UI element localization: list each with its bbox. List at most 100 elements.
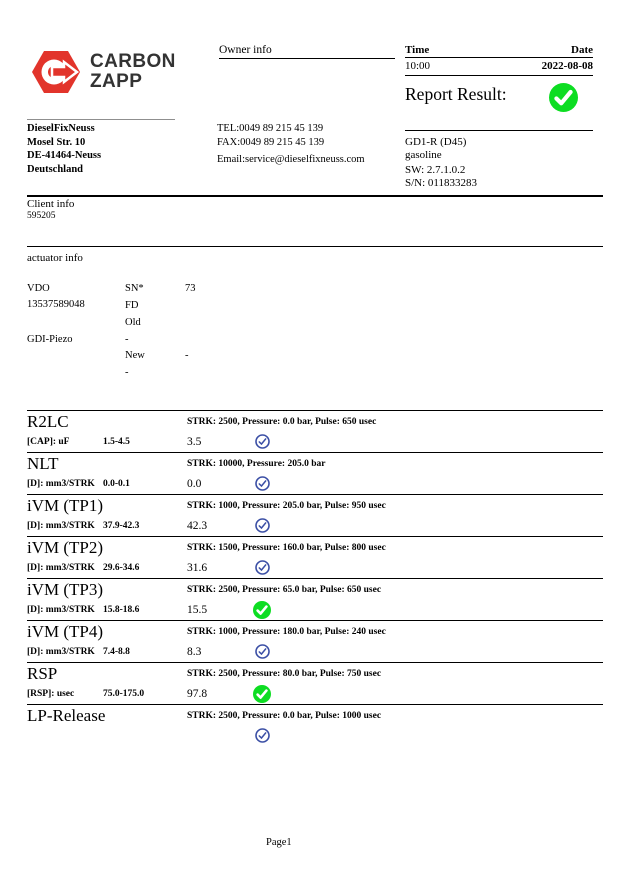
check-icon-blue bbox=[249, 560, 275, 575]
test-condition: STRK: 2500, Pressure: 0.0 bar, Pulse: 10… bbox=[187, 711, 382, 721]
owner-address: DieselFixNeuss Mosel Str. 10 DE-41464-Ne… bbox=[27, 122, 101, 176]
test-condition: STRK: 1000, Pressure: 205.0 bar, Pulse: … bbox=[187, 501, 386, 511]
test-row: iVM (TP4) STRK: 1000, Pressure: 180.0 bar… bbox=[27, 620, 603, 662]
owner-info-heading: Owner info bbox=[219, 44, 395, 59]
test-name: RSP bbox=[27, 664, 58, 683]
time-date-block: Time Date 10:00 2022-08-08 bbox=[405, 44, 593, 76]
actuator-extra-value: - bbox=[125, 367, 129, 378]
test-spec-range: 37.9-42.3 bbox=[103, 520, 140, 531]
check-icon-blue bbox=[249, 728, 275, 743]
test-spec-range: 0.0-0.1 bbox=[103, 478, 130, 489]
test-condition: STRK: 2500, Pressure: 65.0 bar, Pulse: 6… bbox=[187, 585, 382, 595]
actuator-new-label: New bbox=[125, 350, 145, 361]
check-icon-green bbox=[249, 684, 275, 703]
test-name: NLT bbox=[27, 454, 59, 473]
check-icon-blue bbox=[249, 518, 275, 533]
date-value: 2022-08-08 bbox=[541, 60, 593, 72]
time-value: 10:00 bbox=[405, 60, 431, 72]
device-divider bbox=[405, 130, 593, 131]
test-measured-value: 3.5 bbox=[187, 435, 202, 448]
carbon-zapp-logo-icon bbox=[32, 51, 80, 93]
test-spec-range: 7.4-8.8 bbox=[103, 646, 130, 657]
test-name: iVM (TP4) bbox=[27, 622, 104, 641]
test-table: R2LC STRK: 2500, Pressure: 0.0 bar, Pulse… bbox=[27, 410, 603, 746]
actuator-new-value: - bbox=[185, 350, 189, 361]
owner-country: Deutschland bbox=[27, 163, 84, 175]
actuator-part-number: 13537589048 bbox=[27, 299, 85, 310]
actuator-old-value: - bbox=[125, 334, 129, 345]
client-divider bbox=[27, 246, 603, 247]
logo-wordmark: CARBON ZAPP bbox=[90, 51, 176, 92]
check-icon-blue bbox=[249, 476, 275, 491]
test-row: iVM (TP1) STRK: 1000, Pressure: 205.0 bar… bbox=[27, 494, 603, 536]
date-label: Date bbox=[571, 44, 593, 56]
actuator-brand: VDO bbox=[27, 283, 50, 294]
test-condition: STRK: 1500, Pressure: 160.0 bar, Pulse: … bbox=[187, 543, 386, 553]
device-fuel: gasoline bbox=[405, 149, 442, 161]
test-row: RSP STRK: 2500, Pressure: 80.0 bar, Pulse… bbox=[27, 662, 603, 704]
actuator-old-label: Old bbox=[125, 317, 141, 328]
owner-street: Mosel Str. 10 bbox=[27, 136, 86, 148]
test-spec-range: 29.6-34.6 bbox=[103, 562, 140, 573]
owner-fax: FAX:0049 89 215 45 139 bbox=[217, 137, 325, 148]
carbon-zapp-logo: CARBON ZAPP bbox=[30, 46, 176, 98]
device-software: SW: 2.7.1.0.2 bbox=[405, 164, 466, 176]
test-measured-value: 15.5 bbox=[187, 603, 208, 616]
owner-contact: TEL:0049 89 215 45 139 FAX:0049 89 215 4… bbox=[217, 122, 365, 167]
test-condition: STRK: 1000, Pressure: 180.0 bar, Pulse: … bbox=[187, 627, 386, 637]
test-name: iVM (TP2) bbox=[27, 538, 104, 557]
test-row: R2LC STRK: 2500, Pressure: 0.0 bar, Pulse… bbox=[27, 410, 603, 452]
test-row: NLT STRK: 10000, Pressure: 205.0 bar [D]: … bbox=[27, 452, 603, 494]
test-parameter: [RSP]: usec bbox=[27, 688, 75, 699]
test-parameter: [D]: mm3/STRK bbox=[27, 604, 95, 615]
header-divider bbox=[27, 195, 603, 197]
owner-city: DE-41464-Neuss bbox=[27, 150, 102, 161]
actuator-info-heading: actuator info bbox=[27, 252, 83, 264]
page-number: Page1 bbox=[266, 837, 292, 848]
time-label: Time bbox=[405, 44, 430, 56]
test-spec-range: 15.8-18.6 bbox=[103, 604, 140, 615]
owner-tel: TEL:0049 89 215 45 139 bbox=[217, 123, 324, 134]
test-name: LP-Release bbox=[27, 706, 106, 725]
device-model: GD1-R (D45) bbox=[405, 136, 467, 148]
actuator-sn-label: SN* bbox=[125, 283, 144, 294]
check-icon-blue bbox=[249, 434, 275, 449]
test-measured-value: 42.3 bbox=[187, 519, 208, 532]
test-spec-range: 1.5-4.5 bbox=[103, 436, 130, 447]
device-serial: S/N: 011833283 bbox=[405, 177, 478, 189]
owner-name: DieselFixNeuss bbox=[27, 123, 95, 134]
test-parameter: [D]: mm3/STRK bbox=[27, 562, 95, 573]
test-name: iVM (TP3) bbox=[27, 580, 104, 599]
owner-divider bbox=[27, 119, 175, 120]
check-icon-blue bbox=[249, 644, 275, 659]
test-measured-value: 8.3 bbox=[187, 645, 202, 658]
test-row: iVM (TP2) STRK: 1500, Pressure: 160.0 bar… bbox=[27, 536, 603, 578]
test-condition: STRK: 10000, Pressure: 205.0 bar bbox=[187, 459, 326, 469]
actuator-type: GDI-Piezo bbox=[27, 334, 73, 345]
test-parameter: [D]: mm3/STRK bbox=[27, 646, 95, 657]
report-result-label: Report Result: bbox=[405, 84, 507, 104]
test-measured-value: 0.0 bbox=[187, 477, 202, 490]
test-parameter: [CAP]: uF bbox=[27, 436, 70, 447]
test-measured-value: 31.6 bbox=[187, 561, 208, 574]
owner-email: Email:service@dieselfixneuss.com bbox=[217, 154, 365, 165]
client-info: Client info 595205 bbox=[27, 198, 74, 221]
test-parameter: [D]: mm3/STRK bbox=[27, 520, 95, 531]
client-number: 595205 bbox=[27, 211, 56, 221]
actuator-fd-label: FD bbox=[125, 300, 139, 311]
test-row: iVM (TP3) STRK: 2500, Pressure: 65.0 bar,… bbox=[27, 578, 603, 620]
test-name: iVM (TP1) bbox=[27, 496, 104, 515]
actuator-sn-value: 73 bbox=[185, 283, 196, 294]
report-result-pass-icon bbox=[549, 83, 578, 117]
test-condition: STRK: 2500, Pressure: 0.0 bar, Pulse: 65… bbox=[187, 417, 377, 427]
test-name: R2LC bbox=[27, 412, 69, 431]
test-measured-value: 97.8 bbox=[187, 687, 208, 700]
check-icon-green bbox=[249, 600, 275, 619]
test-condition: STRK: 2500, Pressure: 80.0 bar, Pulse: 7… bbox=[187, 669, 382, 679]
test-parameter: [D]: mm3/STRK bbox=[27, 478, 95, 489]
test-spec-range: 75.0-175.0 bbox=[103, 688, 145, 699]
client-info-heading: Client info bbox=[27, 198, 75, 210]
device-info: GD1-R (D45) gasoline SW: 2.7.1.0.2 S/N: … bbox=[405, 136, 477, 190]
actuator-details: VDO 13537589048 GDI-Piezo SN* FD Old - N… bbox=[27, 283, 307, 383]
